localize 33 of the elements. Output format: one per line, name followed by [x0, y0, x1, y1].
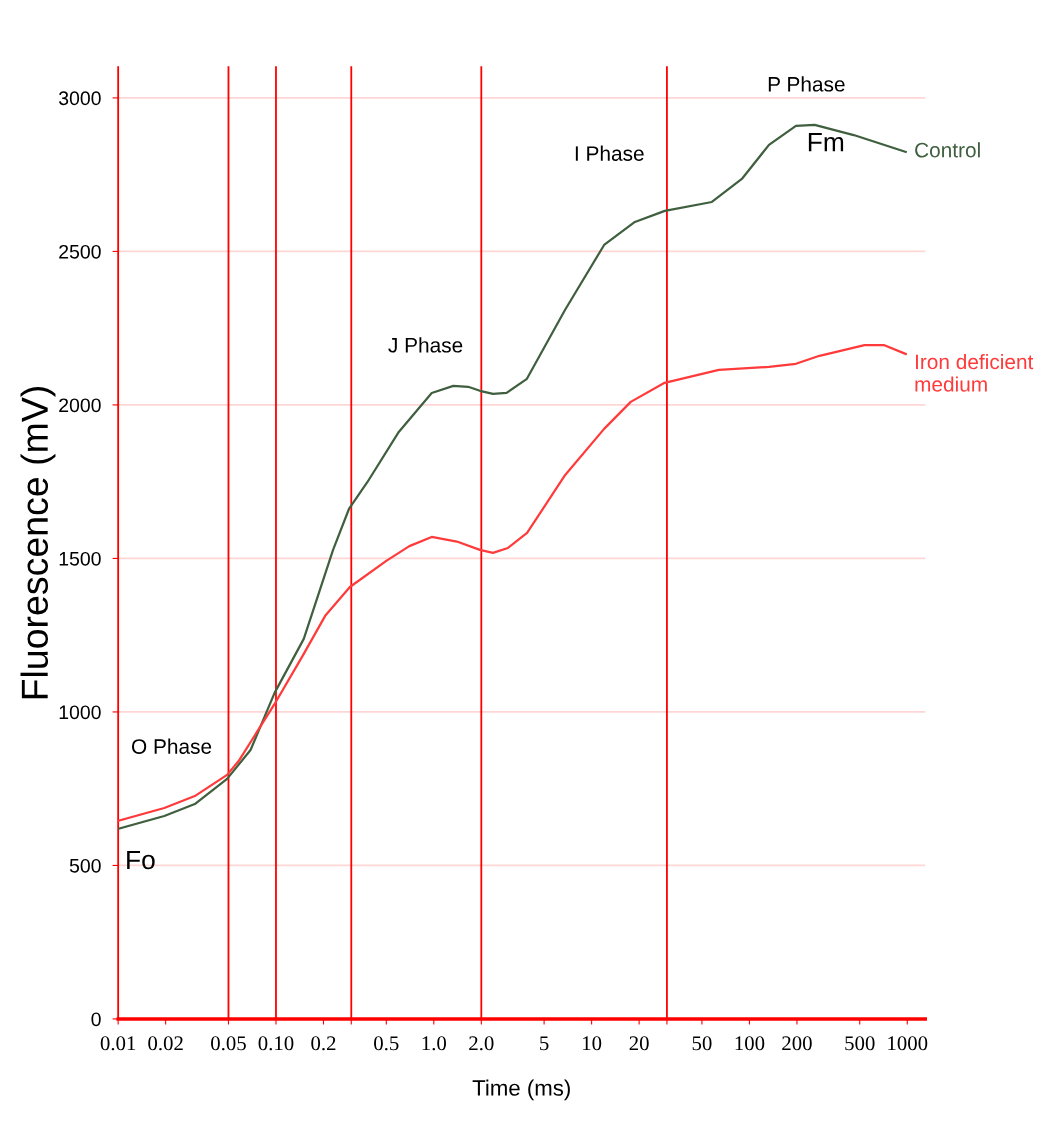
x-tick-label: 0.2 — [311, 1036, 336, 1051]
x-tick-label: 100 — [735, 1036, 765, 1051]
x-tick-label: 0.05 — [211, 1036, 246, 1051]
x-tick-label: 0.5 — [374, 1036, 399, 1051]
x-tick-label: 1000 — [888, 1036, 928, 1051]
x-tick-label: 5 — [540, 1036, 549, 1051]
y-tick-label: 2000 — [59, 398, 101, 413]
x-tick-label: 2.0 — [469, 1036, 494, 1051]
y-tick-label: 1000 — [59, 705, 101, 720]
x-tick-label: 10 — [583, 1036, 602, 1051]
series-label: Control — [915, 142, 980, 158]
y-tick-label: 0 — [91, 1012, 101, 1027]
annotation: O Phase — [131, 738, 212, 754]
annotation: Fo — [127, 850, 155, 870]
x-tick-label: 0.01 — [100, 1036, 136, 1051]
x-tick-label: 20 — [629, 1036, 649, 1051]
x-tick-label: 0.02 — [148, 1036, 183, 1051]
y-tick-label: 2500 — [59, 244, 101, 259]
annotation: I Phase — [575, 145, 644, 161]
annotation: Fm — [808, 133, 844, 152]
y-axis-title: Fluorescence (mV) — [20, 387, 56, 699]
x-tick-label: 200 — [782, 1036, 812, 1051]
annotation: P Phase — [768, 76, 845, 92]
series-label: Iron deficient medium — [915, 353, 1034, 392]
y-tick-label: 500 — [69, 858, 101, 873]
x-axis-title: Time (ms) — [472, 1079, 570, 1101]
y-tick-label: 1500 — [59, 551, 101, 566]
x-tick-label: 50 — [692, 1036, 712, 1051]
x-tick-label: 0.10 — [258, 1036, 294, 1051]
annotation: J Phase — [388, 337, 463, 353]
x-tick-label: 500 — [845, 1036, 875, 1051]
x-tick-label: 1.0 — [422, 1036, 447, 1051]
y-tick-label: 3000 — [58, 91, 101, 106]
